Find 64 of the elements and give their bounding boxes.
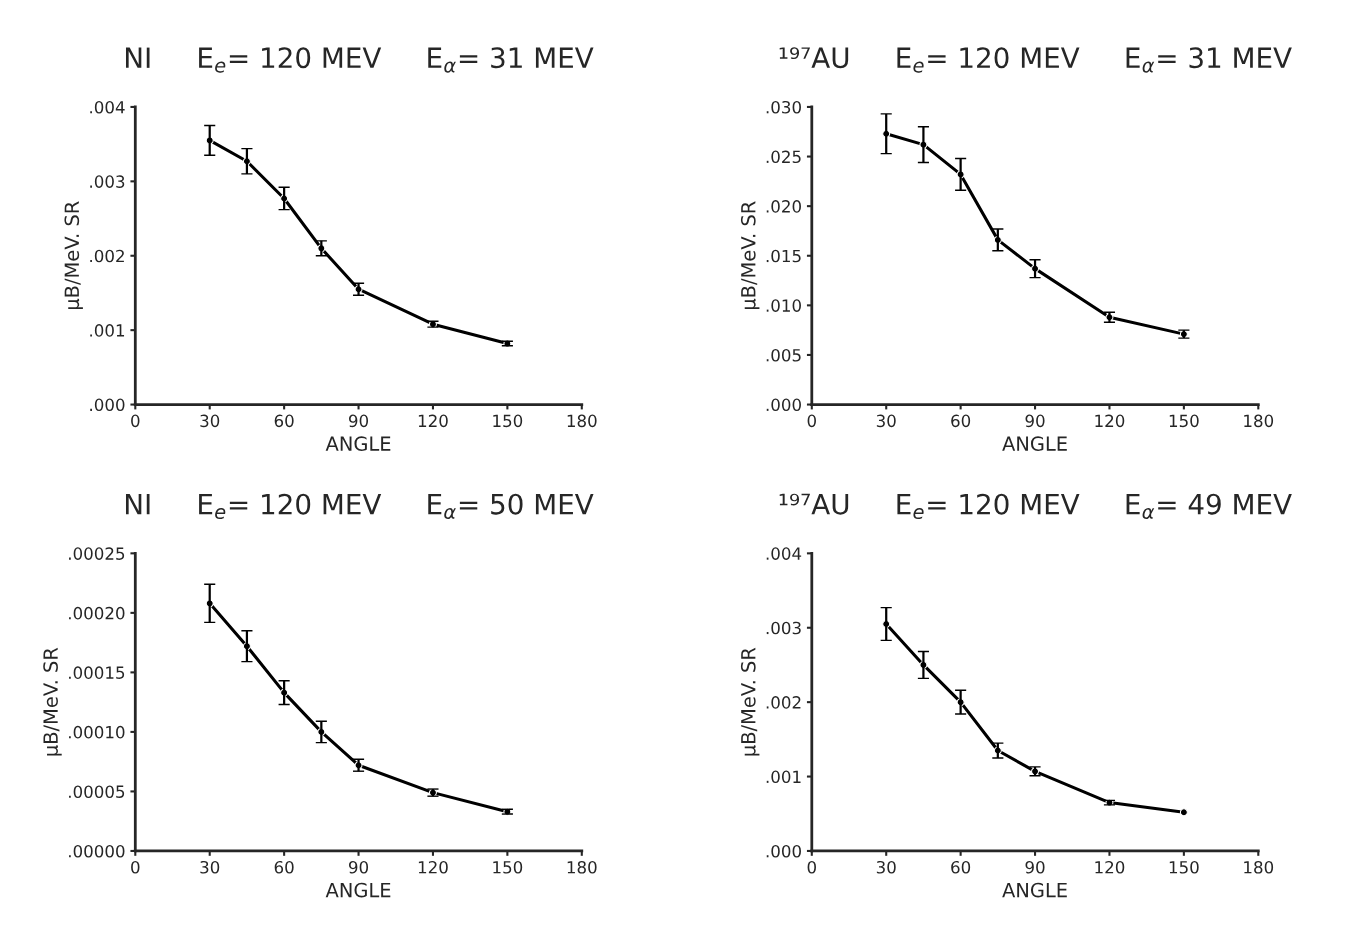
y-tick-label: .00020 [69,606,125,620]
x-tick-label: 180 [567,860,597,874]
x-tick-label: 60 [274,414,294,428]
x-tick-label: 120 [418,414,448,428]
y-tick-label: .002 [766,696,801,709]
x-tick-label: 90 [1025,860,1045,874]
x-tick-label: 90 [348,414,369,428]
y-tick-label: .00025 [69,547,125,560]
y-tick-label: .025 [766,150,801,164]
x-tick-label: 90 [348,860,369,874]
y-axis-title: μB/MeV. SR [64,201,83,310]
x-axis-title: ANGLE [325,436,391,452]
y-tick-label: .004 [766,547,802,560]
y-tick-label: .000 [90,398,125,412]
chart-title: ¹⁹⁷AU E$_{e}$= 120 MEV E$_{α}$= 31 MEV [779,47,1292,73]
y-tick-label: .00015 [69,666,125,679]
chart-title: NI E$_{e}$= 120 MEV E$_{α}$= 31 MEV [125,47,594,73]
y-tick-label: .005 [766,348,801,362]
x-tick-label: 90 [1025,414,1045,428]
x-tick-label: 30 [876,414,896,428]
x-tick-label: 30 [200,860,220,874]
x-tick-label: 180 [567,414,597,428]
chart-title: NI E$_{e}$= 120 MEV E$_{α}$= 50 MEV [125,493,594,520]
x-tick-label: 150 [1169,414,1199,428]
y-axis-title: μB/MeV. SR [740,647,760,756]
x-tick-label: 150 [493,860,523,874]
x-tick-label: 120 [418,860,448,874]
y-axis-title: μB/MeV. SR [43,647,62,756]
chart-title: ¹⁹⁷AU E$_{e}$= 120 MEV E$_{α}$= 49 MEV [779,493,1292,520]
y-tick-label: .003 [766,621,801,635]
y-tick-label: .003 [90,175,125,188]
x-tick-label: 150 [493,414,523,428]
y-tick-label: .010 [766,299,801,312]
y-tick-label: .00005 [69,785,125,798]
x-tick-label: 0 [131,860,140,874]
x-tick-label: 30 [200,414,220,428]
x-tick-label: 120 [1095,860,1125,874]
x-tick-label: 30 [876,860,896,874]
x-tick-label: 180 [1244,414,1274,428]
x-tick-label: 60 [951,860,971,874]
x-tick-label: 150 [1169,860,1199,874]
y-tick-label: .001 [90,324,125,337]
y-tick-label: .00000 [69,844,125,858]
y-tick-label: .002 [90,249,124,263]
x-axis-title: ANGLE [1002,436,1067,452]
y-tick-label: .030 [766,100,801,114]
point [1179,808,1188,817]
x-axis-title: ANGLE [1002,882,1067,898]
y-tick-label: .000 [766,844,801,858]
x-tick-label: 60 [274,860,294,874]
y-tick-label: .000 [766,398,801,412]
y-tick-label: .020 [766,200,801,213]
y-tick-label: .015 [766,249,801,263]
x-tick-label: 180 [1244,860,1274,874]
y-axis-title: μB/MeV. SR [740,201,760,310]
x-tick-label: 120 [1095,414,1125,428]
y-tick-label: .004 [90,100,125,114]
y-tick-label: .001 [766,770,801,784]
x-tick-label: 0 [807,860,816,874]
x-axis-title: ANGLE [325,882,391,898]
x-tick-label: 0 [131,414,140,428]
x-tick-label: 60 [951,414,971,428]
x-tick-label: 0 [807,414,816,428]
y-tick-label: .00010 [69,725,125,739]
